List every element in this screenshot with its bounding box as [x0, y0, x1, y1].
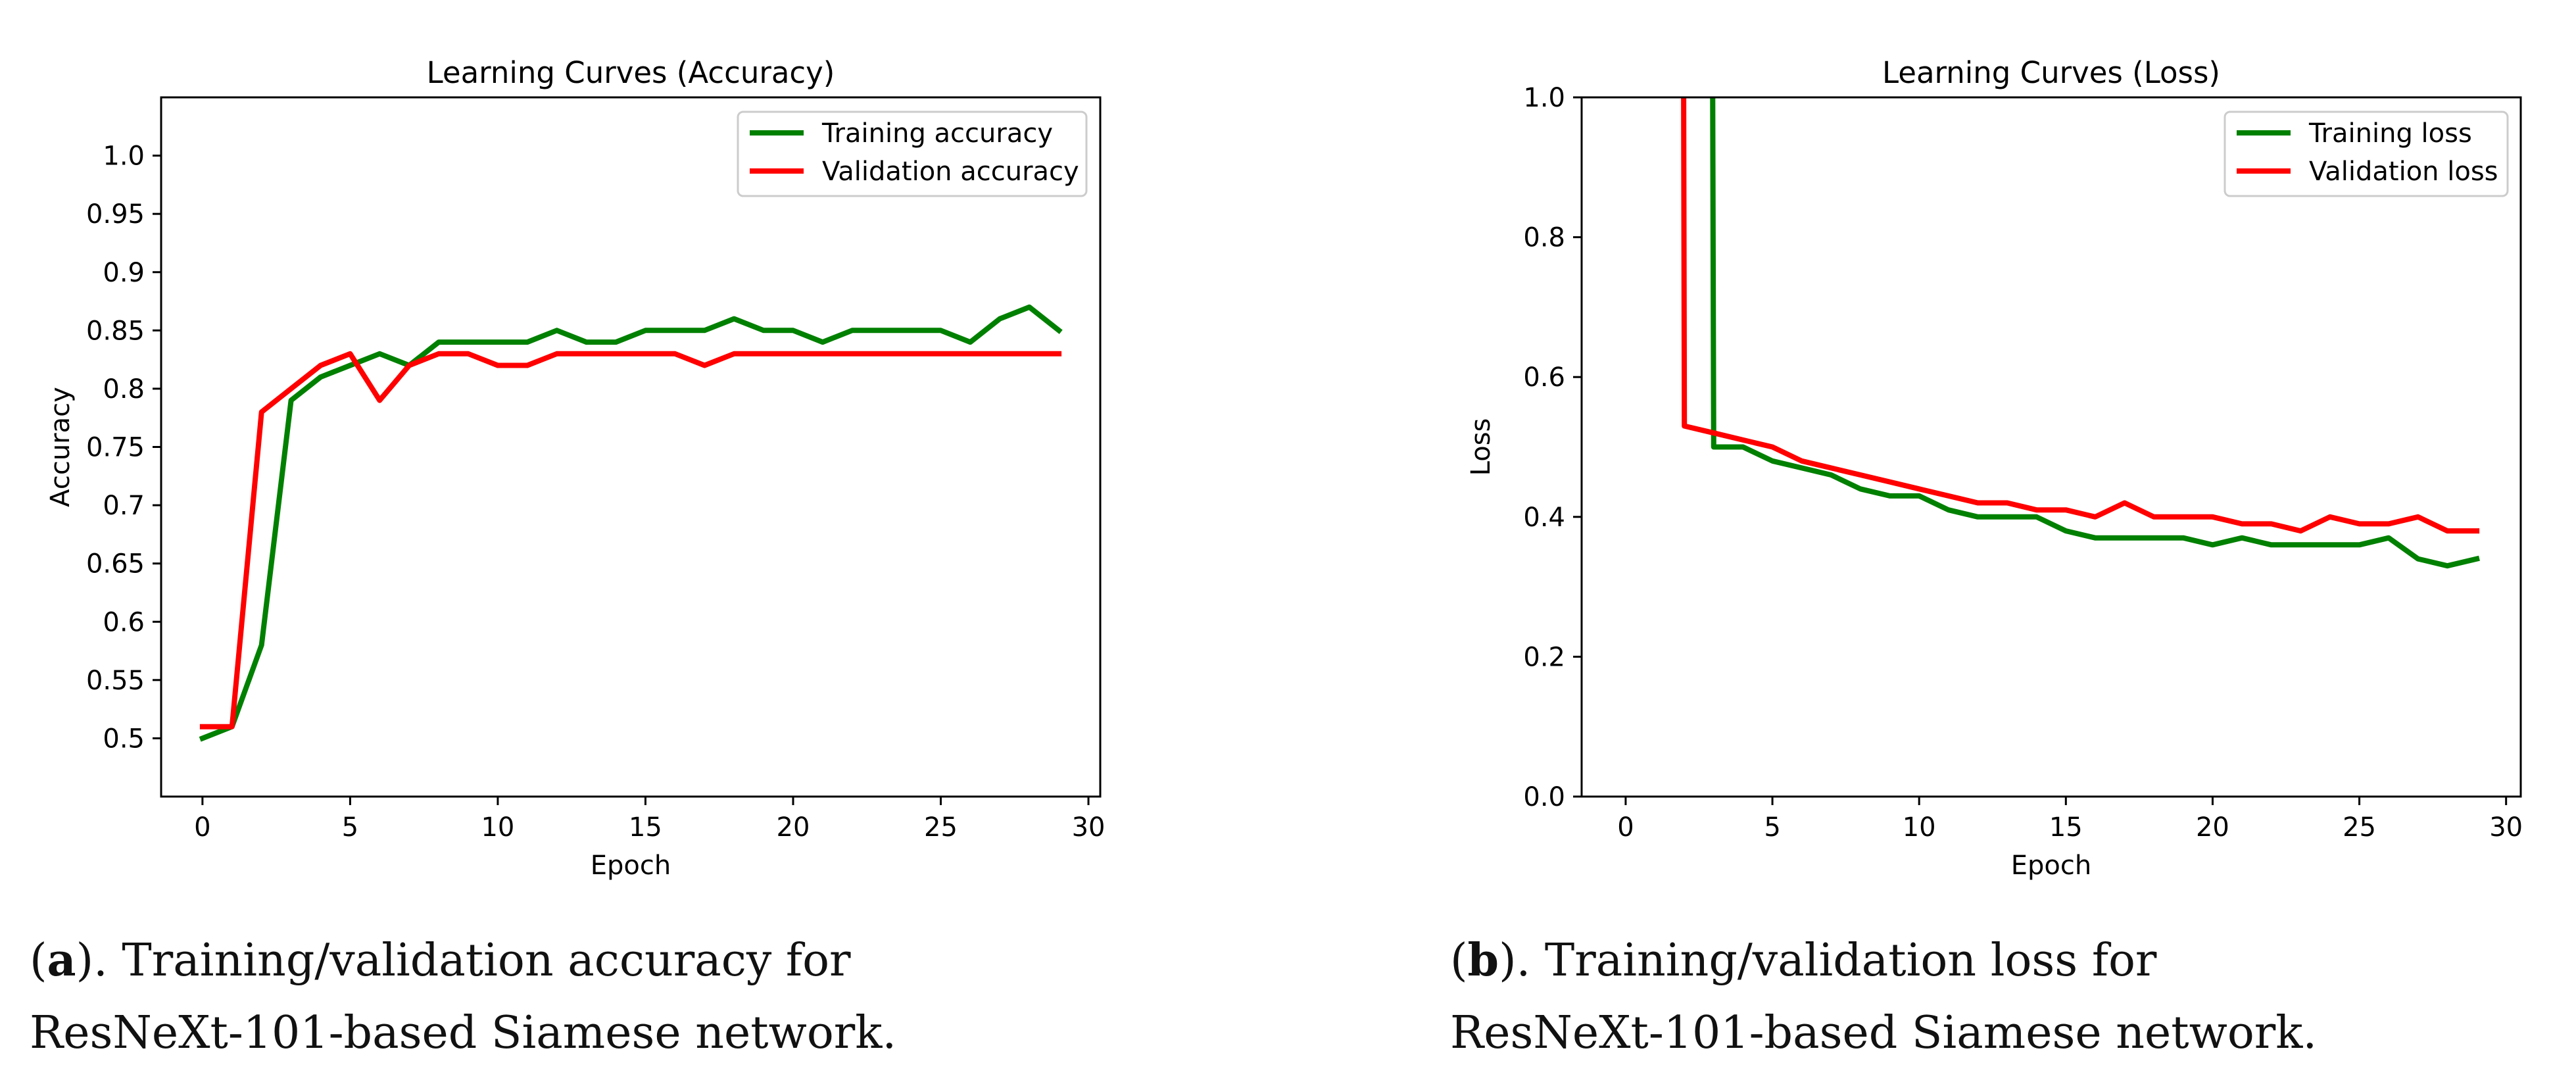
- caption-a-line-2: ResNeXt-101-based Siamese network.: [30, 997, 896, 1070]
- caption-a-text-1: Training/validation accuracy for: [122, 935, 851, 987]
- acc-x-tick-label: 25: [924, 812, 958, 843]
- acc-legend-label-validation: Validation accuracy: [822, 157, 1079, 187]
- acc-y-tick-label: 0.9: [103, 258, 145, 288]
- acc-legend-label-training: Training accuracy: [821, 118, 1053, 149]
- caption-a: (a). Training/validation accuracy for Re…: [30, 924, 896, 1070]
- loss-x-tick-label: 25: [2343, 812, 2376, 843]
- caption-a-line-1: (a). Training/validation accuracy for: [30, 934, 851, 987]
- loss-chart-title: Learning Curves (Loss): [1882, 55, 2220, 90]
- acc-y-tick-label: 0.75: [86, 433, 145, 463]
- loss-y-tick-label: 0.8: [1523, 223, 1565, 253]
- acc-plot-frame: [160, 96, 1102, 798]
- loss-y-axis-label: Loss: [1466, 418, 1496, 476]
- acc-y-tick-label: 0.65: [86, 549, 145, 580]
- caption-a-label: a: [47, 934, 76, 987]
- loss-x-tick-label: 30: [2489, 812, 2523, 843]
- acc-series-line-validation: [199, 351, 1062, 729]
- loss-x-tick-label: 0: [1617, 812, 1634, 843]
- loss-legend-box: [2224, 111, 2509, 197]
- loss-y-tick-label: 0.6: [1523, 362, 1565, 393]
- loss-series-line-training: [1710, 97, 2480, 569]
- caption-b-label: b: [1467, 934, 1499, 987]
- caption-a-text-2: ResNeXt-101-based Siamese network.: [30, 1007, 897, 1059]
- loss-series-line-validation: [1681, 97, 2480, 534]
- acc-x-tick-label: 15: [629, 812, 662, 843]
- caption-b-line-2: ResNeXt-101-based Siamese network.: [1450, 997, 2317, 1070]
- acc-y-tick-label: 0.85: [86, 316, 145, 346]
- acc-x-tick-label: 10: [481, 812, 514, 843]
- acc-y-tick-label: 0.55: [86, 666, 145, 696]
- loss-legend-label-validation: Validation loss: [2309, 157, 2498, 187]
- acc-chart-title: Learning Curves (Accuracy): [427, 55, 835, 90]
- acc-x-tick-label: 5: [342, 812, 358, 843]
- acc-x-tick-label: 20: [777, 812, 810, 843]
- loss-y-tick-label: 0.4: [1523, 503, 1565, 533]
- loss-plot-frame: [1580, 96, 2522, 798]
- acc-x-tick-label: 30: [1072, 812, 1106, 843]
- accuracy-chart: Learning Curves (Accuracy) 0 5 10 15 20 25 30 0.…: [45, 55, 1105, 881]
- loss-x-tick-label: 5: [1764, 812, 1780, 843]
- acc-y-tick-label: 0.6: [103, 607, 145, 637]
- acc-series-group: [199, 304, 1063, 742]
- loss-y-tick-label: 1.0: [1523, 83, 1565, 113]
- loss-y-tick-label: 0.2: [1523, 642, 1565, 672]
- loss-y-tick-label: 0.0: [1523, 782, 1565, 812]
- acc-legend-box: [737, 111, 1088, 197]
- caption-b-line-1: (b). Training/validation loss for: [1450, 934, 2157, 987]
- acc-x-axis-label: Epoch: [591, 851, 671, 881]
- acc-y-tick-label: 1.0: [103, 141, 145, 172]
- caption-b-text-2: ResNeXt-101-based Siamese network.: [1450, 1007, 2318, 1059]
- acc-y-tick-label: 0.7: [103, 491, 145, 521]
- loss-series-group: [1681, 97, 2480, 569]
- loss-x-tick-label: 15: [2049, 812, 2083, 843]
- acc-y-tick-label: 0.95: [86, 199, 145, 230]
- caption-b: (b). Training/validation loss for ResNeX…: [1450, 924, 2317, 1070]
- loss-x-axis-label: Epoch: [2011, 851, 2091, 881]
- acc-y-tick-label: 0.5: [103, 724, 145, 754]
- acc-series-line-training: [199, 304, 1063, 742]
- acc-x-tick-label: 0: [194, 812, 210, 843]
- acc-y-axis-label: Accuracy: [45, 387, 76, 507]
- acc-y-tick-label: 0.8: [103, 374, 145, 405]
- loss-legend-label-training: Training loss: [2308, 118, 2472, 149]
- loss-x-tick-label: 10: [1903, 812, 1936, 843]
- loss-chart: Learning Curves (Loss) 0 5 10 15 20 25 30 0.0 0.2…: [1466, 55, 2523, 881]
- caption-b-text-1: Training/validation loss for: [1544, 935, 2157, 987]
- loss-x-tick-label: 20: [2196, 812, 2229, 843]
